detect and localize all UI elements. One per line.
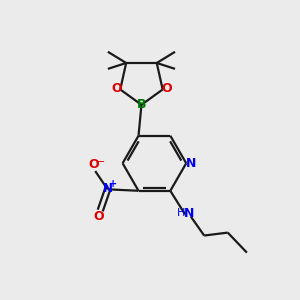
Text: B: B (137, 98, 146, 111)
Text: N: N (103, 182, 112, 195)
Text: O: O (111, 82, 122, 95)
Text: O: O (161, 82, 172, 95)
Text: O: O (94, 211, 104, 224)
Text: O: O (88, 158, 99, 171)
Text: N: N (186, 157, 197, 170)
Text: −: − (96, 157, 105, 166)
Text: N: N (184, 207, 194, 220)
Text: +: + (109, 179, 117, 189)
Text: H: H (176, 208, 185, 218)
